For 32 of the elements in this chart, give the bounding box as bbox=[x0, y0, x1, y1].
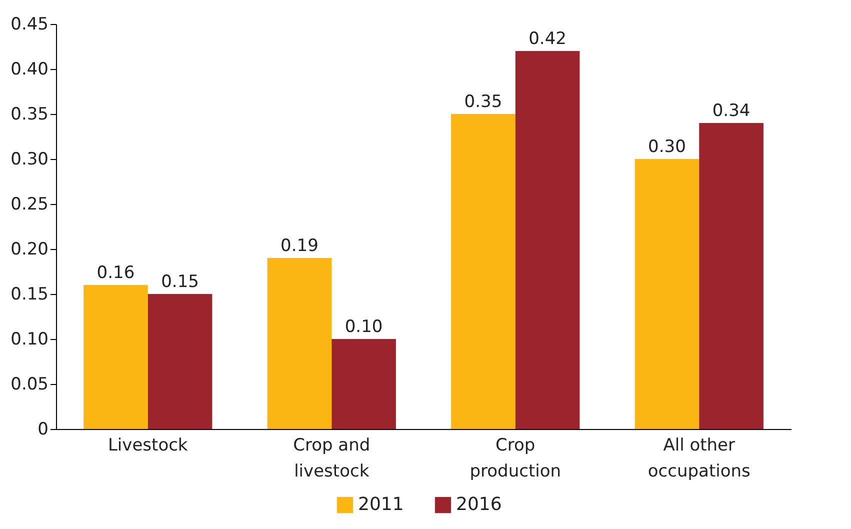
y-tick-label: 0 bbox=[38, 420, 48, 440]
y-tick-label: 0.40 bbox=[10, 60, 48, 80]
legend-label: 2011 bbox=[358, 494, 404, 515]
bar bbox=[332, 339, 396, 429]
data-label: 0.19 bbox=[280, 236, 318, 256]
bar bbox=[84, 285, 148, 429]
x-tick-label: Livestock bbox=[108, 436, 188, 456]
y-tick-label: 0.30 bbox=[10, 150, 48, 170]
data-label: 0.15 bbox=[161, 272, 199, 292]
bar bbox=[267, 258, 332, 429]
legend-label: 2016 bbox=[456, 494, 502, 515]
data-label: 0.10 bbox=[344, 317, 383, 337]
y-tick-label: 0.20 bbox=[10, 240, 48, 260]
y-tick-label: 0.10 bbox=[10, 330, 48, 350]
y-tick-label: 0.15 bbox=[10, 284, 48, 304]
y-tick-label: 0.25 bbox=[10, 194, 48, 214]
bar bbox=[451, 114, 516, 429]
data-label: 0.34 bbox=[712, 101, 750, 121]
data-label: 0.16 bbox=[96, 263, 135, 283]
y-tick-label: 0.05 bbox=[10, 374, 48, 394]
y-tick-label: 0.35 bbox=[10, 104, 48, 124]
x-tick-label: All other occupations bbox=[648, 436, 751, 482]
x-tick-label: Crop production bbox=[470, 436, 562, 482]
data-label: 0.42 bbox=[528, 29, 566, 49]
bar bbox=[634, 159, 700, 429]
data-label: 0.30 bbox=[648, 137, 686, 157]
bar bbox=[515, 51, 580, 429]
bar bbox=[699, 123, 764, 429]
x-tick-label: Crop and livestock bbox=[293, 436, 370, 482]
bar bbox=[148, 294, 212, 429]
y-tick-label: 0.45 bbox=[10, 14, 48, 34]
data-label: 0.35 bbox=[464, 92, 502, 112]
